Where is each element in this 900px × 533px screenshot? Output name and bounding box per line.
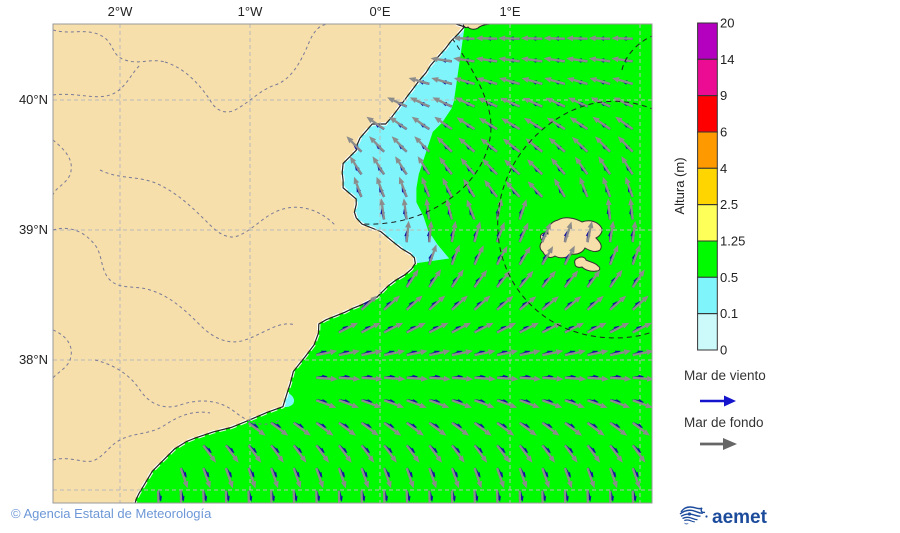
- svg-text:40°N: 40°N: [19, 92, 48, 107]
- svg-text:2.5: 2.5: [720, 197, 738, 212]
- svg-text:6: 6: [720, 125, 727, 140]
- svg-text:aemet: aemet: [712, 507, 768, 528]
- svg-text:Mar de fondo: Mar de fondo: [684, 415, 764, 430]
- svg-text:0.1: 0.1: [720, 306, 738, 321]
- svg-text:0°E: 0°E: [369, 4, 390, 19]
- svg-text:38°N: 38°N: [19, 352, 48, 367]
- svg-text:0.5: 0.5: [720, 270, 738, 285]
- svg-text:1°E: 1°E: [499, 4, 520, 19]
- svg-text:Mar de viento: Mar de viento: [684, 368, 766, 383]
- svg-text:Altura (m): Altura (m): [672, 157, 687, 214]
- svg-text:0: 0: [720, 343, 727, 358]
- svg-text:1.25: 1.25: [720, 234, 745, 249]
- svg-text:2°W: 2°W: [108, 4, 133, 19]
- svg-text:9: 9: [720, 88, 727, 103]
- svg-text:20: 20: [720, 16, 734, 31]
- svg-text:4: 4: [720, 161, 727, 176]
- svg-text:1°W: 1°W: [238, 4, 263, 19]
- svg-text:39°N: 39°N: [19, 222, 48, 237]
- svg-text:14: 14: [720, 52, 734, 67]
